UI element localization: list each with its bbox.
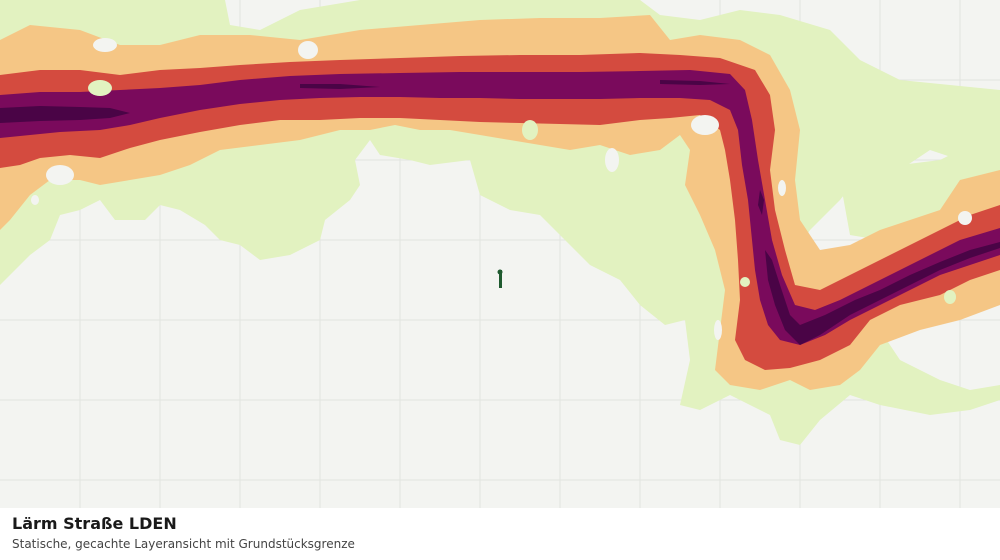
parcel-boundary-marker-icon[interactable] (497, 269, 503, 289)
map-view[interactable] (0, 0, 1000, 508)
noise-zone-clearings (31, 38, 977, 356)
noise-zone-class-5 (0, 80, 1000, 345)
layer-title: Lärm Straße LDEN (12, 514, 177, 533)
layer-subtitle: Statische, gecachte Layeransicht mit Gru… (12, 537, 355, 551)
map-caption: Lärm Straße LDEN Statische, gecachte Lay… (0, 508, 1000, 560)
noise-map (0, 0, 1000, 508)
noise-zone-class-4 (0, 70, 1000, 345)
noise-zone-islands (88, 80, 956, 304)
